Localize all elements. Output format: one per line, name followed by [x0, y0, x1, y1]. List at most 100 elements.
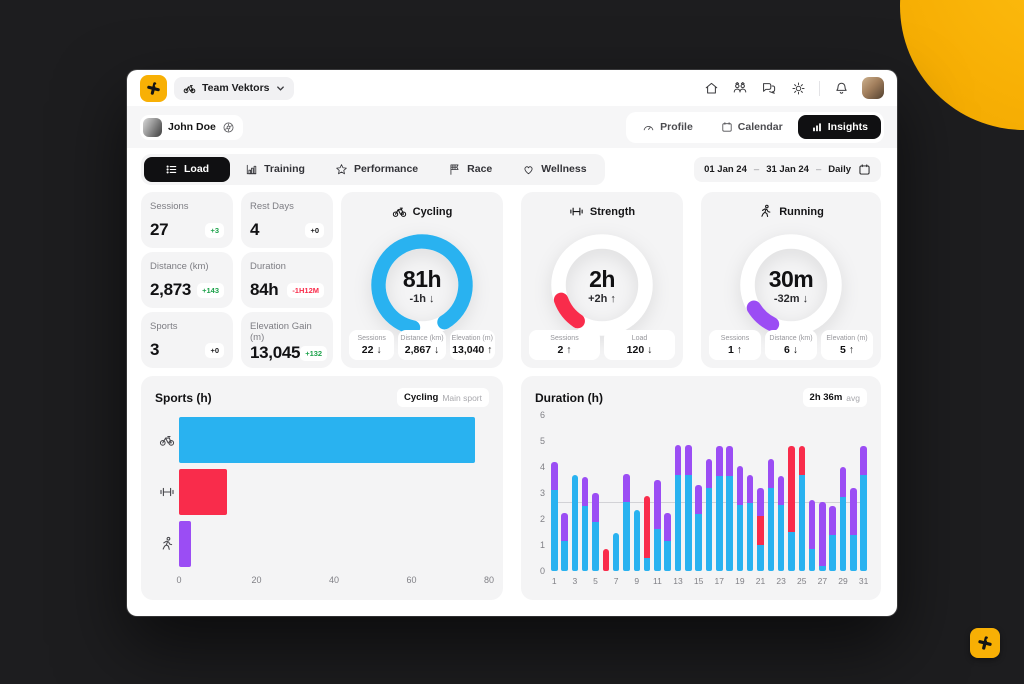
duration-bar-day-12[interactable]	[664, 512, 671, 571]
duration-bar-day-26[interactable]	[808, 499, 816, 571]
substat-elevation[interactable]: Elevation (m) 13,040 ↑	[449, 330, 495, 360]
strength-segment	[788, 446, 795, 532]
duration-bar-day-6[interactable]	[602, 548, 610, 571]
tab-load[interactable]: Load	[144, 156, 231, 182]
x-tick-label	[747, 576, 754, 586]
tab-race-label: Race	[467, 163, 493, 175]
gauge-value: 2h	[589, 265, 615, 292]
duration-bar-day-13[interactable]	[674, 444, 682, 571]
tab-performance[interactable]: Performance	[320, 157, 433, 182]
duration-bar-day-27[interactable]	[819, 502, 826, 571]
stat-card-rest-days[interactable]: Rest Days 4 +0	[241, 192, 333, 248]
duration-bar-day-23[interactable]	[777, 476, 785, 571]
duration-bar-day-3[interactable]	[571, 474, 579, 571]
stat-card-distance[interactable]: Distance (km) 2,873 +143	[141, 252, 233, 308]
user-avatar[interactable]	[862, 77, 884, 99]
date-range-picker[interactable]: 01 Jan 24 – 31 Jan 24 – Daily	[694, 156, 881, 182]
duration-x-axis: 1 3 5 7 9 11 13 15 17 19 21 23 25 27 29 31	[551, 576, 868, 586]
duration-bar-day-2[interactable]	[561, 512, 568, 571]
chat-icon[interactable]	[761, 80, 777, 96]
duration-bar-day-22[interactable]	[767, 459, 775, 571]
stat-delta-badge: +3	[205, 222, 224, 238]
cycling-bar[interactable]	[179, 417, 476, 463]
settings-icon[interactable]	[790, 80, 806, 96]
tab-calendar-label: Calendar	[737, 121, 783, 133]
duration-bar-day-20[interactable]	[746, 474, 754, 571]
average-duration-badge: 2h 36m avg	[802, 388, 867, 407]
team-selector[interactable]: Team Vektors	[174, 76, 294, 100]
cycling-segment	[819, 565, 826, 571]
tab-calendar[interactable]: Calendar	[708, 115, 796, 139]
duration-bar-day-10[interactable]	[643, 495, 651, 571]
cycling-segment	[716, 476, 723, 571]
stat-card-duration[interactable]: Duration 84h -1H12M	[241, 252, 333, 308]
duration-bar-day-21[interactable]	[757, 487, 764, 571]
duration-bar-day-4[interactable]	[581, 477, 589, 571]
duration-bar-day-5[interactable]	[592, 493, 599, 571]
substat-sessions[interactable]: Sessions 1 ↑	[709, 330, 761, 360]
substat-sessions[interactable]: Sessions 22 ↓	[349, 330, 395, 360]
runner-icon	[758, 204, 773, 219]
cycling-gauge[interactable]: 81h -1h ↓	[364, 227, 480, 343]
tab-wellness[interactable]: Wellness	[507, 157, 601, 182]
stat-delta-badge: -1H12M	[287, 282, 324, 298]
speedometer-icon	[642, 121, 655, 134]
cycling-segment	[798, 474, 805, 571]
date-separator: –	[815, 163, 822, 175]
notifications-icon[interactable]	[833, 80, 849, 96]
duration-bar-day-24[interactable]	[788, 446, 795, 571]
duration-bar-day-17[interactable]	[716, 446, 723, 571]
x-tick-label: 19	[735, 576, 745, 586]
duration-bar-day-28[interactable]	[829, 506, 836, 571]
team-icon[interactable]	[732, 80, 748, 96]
athlete-chip[interactable]: John Doe	[140, 114, 243, 140]
duration-bar-day-31[interactable]	[860, 446, 867, 571]
tab-training[interactable]: Training	[230, 157, 320, 182]
duration-bar-day-11[interactable]	[654, 480, 661, 571]
substat-distance[interactable]: Distance (km) 6 ↓	[765, 330, 817, 360]
stat-card-sports[interactable]: Sports 3 +0	[141, 312, 233, 368]
cycling-segment	[674, 474, 682, 571]
duration-bar-day-9[interactable]	[633, 509, 640, 571]
y-tick-label: 6	[539, 410, 545, 420]
substat-load[interactable]: Load 120 ↓	[604, 330, 675, 360]
chevron-down-icon	[276, 84, 285, 93]
stat-card-sessions[interactable]: Sessions 27 +3	[141, 192, 233, 248]
strength-segment	[798, 446, 805, 475]
duration-bar-day-14[interactable]	[685, 444, 692, 571]
strength-gauge[interactable]: 2h +2h ↑	[544, 227, 660, 343]
tab-insights[interactable]: Insights	[797, 115, 881, 139]
gauge-title: Running	[779, 205, 824, 218]
duration-bar-day-15[interactable]	[695, 485, 702, 571]
running-segment	[860, 446, 867, 475]
dumbbell-icon	[155, 469, 179, 515]
duration-bar-day-8[interactable]	[623, 473, 630, 571]
cycling-segment	[850, 534, 857, 571]
duration-bar-day-18[interactable]	[726, 446, 733, 571]
duration-bar-day-25[interactable]	[798, 446, 805, 571]
substat-sessions[interactable]: Sessions 2 ↑	[529, 330, 600, 360]
duration-bar-day-1[interactable]	[551, 461, 558, 571]
home-icon[interactable]	[703, 80, 719, 96]
substat-elevation[interactable]: Elevation (m) 5 ↑	[821, 330, 873, 360]
gauge-title: Cycling	[412, 205, 453, 218]
duration-bar-day-29[interactable]	[839, 467, 847, 571]
substat-distance[interactable]: Distance (km) 2,867 ↓	[398, 330, 446, 360]
gauge-value: 81h	[402, 265, 442, 292]
athlete-settings-icon[interactable]	[222, 121, 235, 134]
stat-card-elevation-gain[interactable]: Elevation Gain (m) 13,045 +132	[241, 312, 333, 368]
duration-bar-day-30[interactable]	[850, 487, 857, 571]
strength-bar[interactable]	[179, 469, 228, 515]
vektors-desktop-logo[interactable]	[970, 628, 1000, 658]
cycling-summary-card: Cycling 81h -1h ↓ Sessions 22 ↓ Distance …	[341, 192, 503, 368]
tab-profile[interactable]: Profile	[629, 115, 706, 140]
duration-bar-day-16[interactable]	[705, 459, 713, 571]
app-logo[interactable]	[140, 74, 167, 102]
running-gauge[interactable]: 30m -32m ↓	[733, 227, 849, 343]
duration-bar-day-19[interactable]	[736, 465, 744, 571]
cycling-segment	[685, 474, 692, 571]
duration-bar-day-7[interactable]	[612, 533, 620, 571]
calendar-icon[interactable]	[858, 163, 871, 176]
tab-race[interactable]: Race	[433, 157, 507, 182]
running-bar[interactable]	[179, 521, 192, 567]
